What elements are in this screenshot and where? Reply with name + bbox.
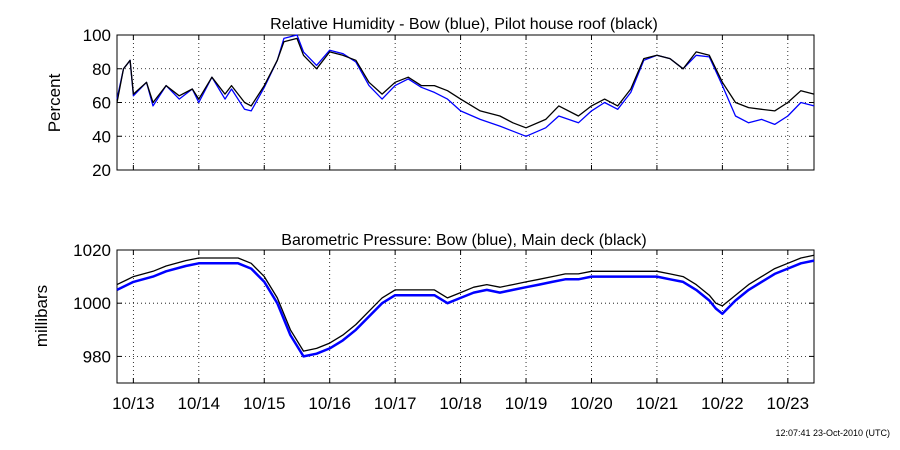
bp-grid bbox=[117, 250, 814, 383]
bp-y-tick-label: 1020 bbox=[73, 241, 111, 260]
x-tick-label: 10/18 bbox=[439, 394, 482, 413]
bp-panel: Barometric Pressure: Bow (blue), Main de… bbox=[32, 232, 815, 413]
bp-title: Barometric Pressure: Bow (blue), Main de… bbox=[281, 232, 646, 249]
rh-y-ticks: 20 40 60 80 100 bbox=[83, 26, 814, 180]
bp-series-group bbox=[116, 254, 815, 358]
x-tick-label: 10/22 bbox=[701, 394, 744, 413]
x-tick-label: 10/21 bbox=[636, 394, 679, 413]
bp-bow-line bbox=[116, 259, 815, 358]
rh-bow-line bbox=[116, 34, 815, 137]
x-tick-label: 10/14 bbox=[178, 394, 221, 413]
rh-y-tick-label: 80 bbox=[92, 60, 111, 79]
rh-y-tick-label: 100 bbox=[83, 26, 111, 45]
rh-y-tick-label: 60 bbox=[92, 94, 111, 113]
rh-y-tick-label: 20 bbox=[92, 161, 111, 180]
rh-roof-line bbox=[116, 37, 815, 129]
bp-y-axis-label: millibars bbox=[32, 285, 51, 347]
rh-panel: Relative Humidity - Bow (blue), Pilot ho… bbox=[45, 16, 815, 180]
rh-x-tick-marks bbox=[132, 35, 789, 170]
x-tick-label: 10/17 bbox=[374, 394, 417, 413]
x-tick-label: 10/16 bbox=[308, 394, 351, 413]
x-tick-label: 10/19 bbox=[505, 394, 548, 413]
rh-title: Relative Humidity - Bow (blue), Pilot ho… bbox=[270, 16, 658, 33]
x-tick-label: 10/23 bbox=[767, 394, 810, 413]
rh-y-axis-label: Percent bbox=[45, 73, 64, 132]
timestamp-footer: 12:07:41 23-Oct-2010 (UTC) bbox=[775, 428, 890, 438]
bp-y-tick-label: 1000 bbox=[73, 294, 111, 313]
x-tick-label: 10/15 bbox=[243, 394, 286, 413]
rh-series-group bbox=[116, 34, 815, 137]
x-tick-label: 10/13 bbox=[112, 394, 155, 413]
bp-deck-line bbox=[116, 254, 815, 352]
x-tick-label: 10/20 bbox=[570, 394, 613, 413]
bp-y-ticks: 980 1000 1020 bbox=[73, 241, 814, 366]
bp-y-tick-label: 980 bbox=[83, 347, 111, 366]
bp-x-ticks: 10/13 10/14 10/15 10/16 10/17 10/18 10/19 10/20… bbox=[112, 250, 809, 413]
bp-plot-area bbox=[116, 249, 815, 384]
rh-grid bbox=[117, 35, 814, 170]
rh-y-tick-label: 40 bbox=[92, 127, 111, 146]
